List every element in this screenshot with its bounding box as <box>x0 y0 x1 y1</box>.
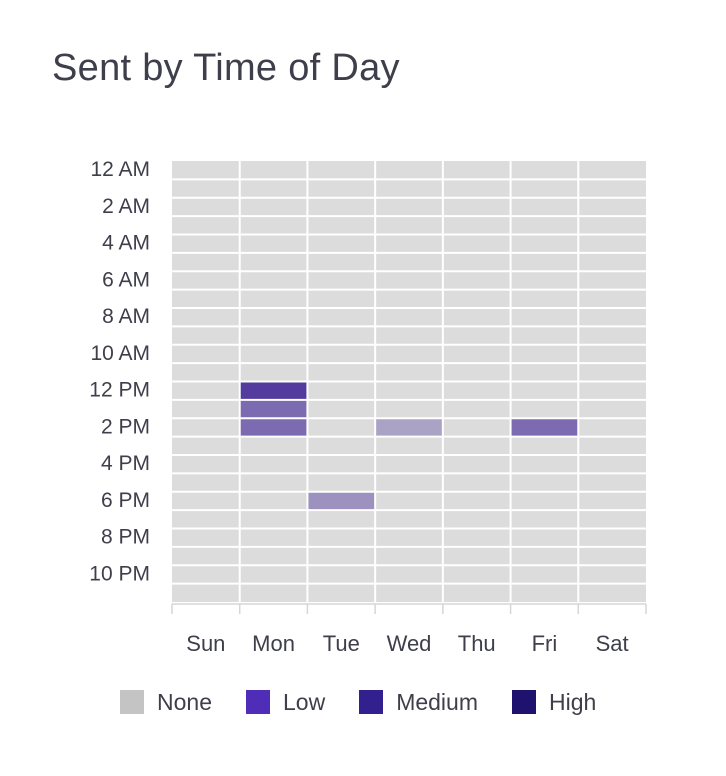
y-tick-label-12pm: 12 PM <box>89 379 150 402</box>
x-tick-label-wed: Wed <box>387 631 432 656</box>
legend-label-medium: Medium <box>396 688 478 715</box>
y-tick-label-2am: 2 AM <box>102 195 150 218</box>
heatmap-cell-tue-6pm <box>307 491 376 511</box>
legend-swatch-low <box>245 690 270 714</box>
y-tick-label-10pm: 10 PM <box>89 562 150 585</box>
x-tick-label-tue: Tue <box>323 631 360 656</box>
y-tick-label-8am: 8 AM <box>102 305 150 328</box>
legend-item-medium: Medium <box>359 689 478 716</box>
x-tick-label-sun: Sun <box>186 631 225 656</box>
legend-label-high: High <box>549 688 597 715</box>
legend-item-low: Low <box>245 688 326 716</box>
x-tick-label-fri: Fri <box>532 631 558 656</box>
x-tick-label-sat: Sat <box>596 631 629 656</box>
legend-label-none: None <box>157 688 212 715</box>
legend-item-high: High <box>512 689 596 716</box>
legend-item-none: None <box>120 689 212 716</box>
legend-label-low: Low <box>282 688 326 715</box>
y-tick-label-10am: 10 AM <box>90 342 150 365</box>
legend-swatch-high <box>512 690 536 714</box>
y-tick-label-6am: 6 AM <box>102 268 150 291</box>
y-tick-label-4am: 4 AM <box>102 232 150 255</box>
heatmap-cell-wed-2pm <box>375 418 443 437</box>
heatmap-chart: Sun Mon Tue Wed Thu Fri Sat 12 AM 2 AM 4 AM 6 AM 8 … <box>89 158 647 656</box>
legend-swatch-medium <box>359 690 384 714</box>
y-tick-label-6pm: 6 PM <box>101 489 150 512</box>
heatmap-cell-mon-12pm <box>239 381 308 400</box>
chart-title: Sent by Time of Day <box>52 47 400 89</box>
heatmap-cell-mon-1pm <box>239 399 308 419</box>
y-tick-label-8pm: 8 PM <box>101 526 150 549</box>
y-tick-label-4pm: 4 PM <box>101 452 150 475</box>
x-tick-label-thu: Thu <box>458 631 496 656</box>
legend-swatch-none <box>120 690 144 714</box>
heatmap-cell-mon-2pm <box>239 418 308 437</box>
y-tick-label-12am: 12 AM <box>90 158 150 181</box>
heatmap-cell-fri-2pm <box>510 418 579 437</box>
x-tick-label-mon: Mon <box>252 631 295 656</box>
y-tick-label-2pm: 2 PM <box>101 415 150 438</box>
chart-legend: None Low Medium High <box>120 686 630 718</box>
